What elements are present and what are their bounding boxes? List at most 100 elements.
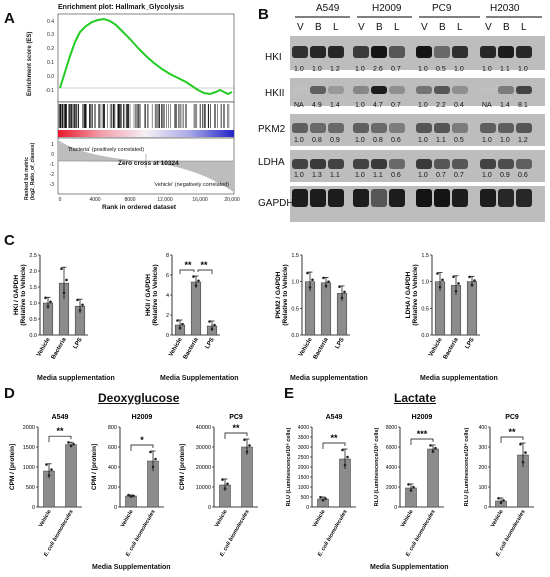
panel-label-b: B — [258, 6, 269, 23]
cell-line-label: H2009 — [372, 3, 402, 14]
y-tick-label: 0 — [484, 505, 487, 511]
blot-band — [498, 86, 514, 94]
y-tick-label: 1.0 — [291, 280, 299, 286]
blot-band — [434, 159, 450, 169]
protein-label: GAPDH — [258, 198, 294, 209]
x-tick: 20,000 — [224, 197, 240, 203]
data-point — [470, 283, 474, 287]
category-label: Vehicle — [428, 336, 444, 357]
data-point — [473, 279, 476, 282]
y-tick-label: 40000 — [196, 425, 211, 431]
cell-line-label: PC9 — [432, 3, 452, 14]
data-point — [69, 444, 73, 448]
data-point — [524, 451, 527, 454]
lane-label: B — [376, 22, 383, 33]
y-tick-label: 500 — [26, 485, 35, 491]
blot-band — [416, 46, 432, 58]
y-axis-label: CPM / [protein] — [9, 444, 16, 490]
data-point — [243, 438, 246, 442]
lane-label: B — [439, 22, 446, 33]
blot-band — [371, 159, 387, 169]
data-point — [436, 272, 439, 275]
data-point — [60, 267, 63, 271]
lane-label: V — [485, 22, 492, 33]
data-point — [192, 275, 195, 278]
data-point — [343, 463, 347, 467]
y-tick-label: 0.0 — [29, 333, 37, 339]
y-tick-label: 500 — [301, 495, 310, 501]
data-point — [340, 296, 344, 300]
densitometry-value: 1.1 — [330, 172, 340, 179]
y-tick-label: 0.0 — [421, 333, 429, 339]
densitometry-value: 0.6 — [518, 172, 528, 179]
data-point — [324, 497, 327, 500]
data-point — [431, 450, 435, 453]
densitometry-value: 1.4 — [500, 102, 510, 109]
blot-band — [498, 123, 514, 133]
chart-title: PC9 — [505, 414, 519, 421]
data-point — [434, 446, 437, 450]
y-tick-label: 30000 — [196, 445, 211, 451]
blot-band — [389, 123, 405, 133]
chart-title: A549 — [326, 414, 343, 421]
es-tick: 0.4 — [47, 19, 54, 25]
bar — [320, 282, 332, 336]
y-tick-label: 1500 — [23, 445, 35, 451]
category-label: Bacteria — [313, 336, 330, 360]
significance-label: ** — [184, 260, 192, 270]
data-point — [197, 279, 200, 283]
densitometry-value: 1.0 — [454, 66, 464, 73]
densitometry-value: 1.0 — [294, 137, 304, 144]
y-tick-label: 2.0 — [29, 269, 37, 275]
category-label: Vehicle — [168, 336, 184, 357]
y-tick-label: 600 — [108, 445, 117, 451]
lane-label: B — [503, 22, 510, 33]
data-point — [338, 285, 341, 288]
data-point — [149, 450, 152, 454]
blot-band — [328, 46, 344, 58]
x-tick: 0 — [59, 197, 62, 203]
y-tick-label: 10000 — [196, 485, 211, 491]
blot-band — [452, 86, 468, 94]
metric-tick: 0 — [51, 152, 54, 158]
blot-band — [371, 123, 387, 133]
data-point — [346, 455, 349, 459]
category-label: Vehicle — [400, 509, 415, 528]
zero-cross-label: Zero cross at 10324 — [118, 160, 179, 167]
blot-band — [353, 189, 369, 207]
data-point — [226, 482, 229, 486]
protein-label: HKI — [265, 52, 282, 63]
category-label: Vehicle — [36, 336, 52, 357]
blot-band — [516, 86, 532, 94]
blot-band — [371, 46, 387, 58]
panel-c-xlabel: Media supplementation — [37, 375, 115, 382]
category-label: LPS — [465, 337, 476, 350]
blot-band — [480, 159, 496, 169]
data-point — [341, 448, 344, 452]
y-tick-label: 4000 — [298, 425, 309, 431]
data-point — [46, 305, 50, 308]
significance-label: * — [140, 435, 144, 445]
y-tick-label: 1.0 — [29, 301, 37, 307]
densitometry-value: 4.9 — [312, 102, 322, 109]
y-tick-label: 4000 — [386, 465, 397, 471]
blot-band — [516, 159, 532, 169]
category-label: LPS — [73, 337, 84, 350]
data-point — [65, 278, 68, 282]
densitometry-value: 1.0 — [294, 172, 304, 179]
y-tick-label: 2000 — [298, 465, 309, 471]
data-point — [321, 498, 325, 502]
significance-label: ** — [200, 260, 208, 270]
blot-band — [310, 46, 326, 58]
blot-band — [292, 123, 308, 133]
y-tick-label: 400 — [479, 425, 488, 431]
blot-band — [416, 123, 432, 133]
data-point — [154, 457, 157, 461]
densitometry-value: 1.1 — [373, 172, 383, 179]
y-tick-label: 1000 — [23, 465, 35, 471]
lane-label: B — [315, 22, 322, 33]
category-label: Bacteria — [183, 336, 200, 360]
